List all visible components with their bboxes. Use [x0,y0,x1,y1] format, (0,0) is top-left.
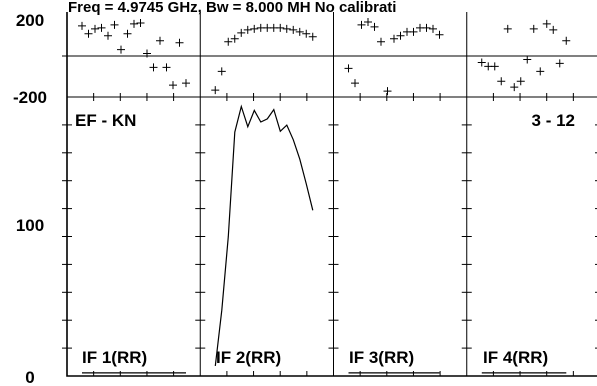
phase-point [149,63,158,72]
phase-point [510,83,519,92]
phase-point [503,24,512,33]
phase-point [130,19,138,28]
phase-point [276,23,285,32]
phase-ytick-label-top: 200 [16,11,44,30]
phase-point [364,17,372,26]
phase-point [529,24,538,33]
phase-point [549,25,558,34]
plot-border [66,12,597,377]
baseline-label: EF - KN [75,111,136,130]
phase-point [143,49,151,58]
phase-point [396,31,405,40]
phase-point [422,23,431,32]
phase-point [97,23,106,32]
phase-point [390,34,398,43]
phase-point [409,27,418,36]
phase-point [84,29,93,38]
phase-point [110,20,119,29]
phase-point [217,67,226,76]
phase-point [536,67,545,76]
phase-point [523,55,532,64]
phase-point [162,63,171,72]
data-marks [78,17,571,374]
phase-point [156,36,164,45]
phase-point [555,59,564,68]
phase-point [289,25,298,34]
phase-point [230,34,239,43]
scan-range-label: 3 - 12 [532,111,575,130]
phase-point [211,86,220,95]
amp-ytick-label-100: 100 [16,216,44,235]
phase-point [477,58,486,67]
phase-point [123,29,132,38]
phase-point [490,62,499,71]
phase-point [282,24,291,33]
phase-point [370,22,379,31]
phase-point [243,25,252,34]
phase-ytick-label-bottom: -200 [13,88,47,107]
phase-point [351,79,359,88]
phase-point [357,20,366,29]
phase-point [250,24,259,33]
phase-point [169,81,177,90]
phase-point [295,27,304,36]
phase-point [383,87,392,96]
phase-point [182,79,190,88]
phase-point [308,32,317,41]
panel-label-if3: IF 3(RR) [349,348,414,367]
panel-label-if1: IF 1(RR) [82,348,147,367]
phase-point [516,77,525,86]
phase-point [237,28,246,37]
chart-title: Freq = 4.9745 GHz, Bw = 8.000 MH No cali… [68,0,396,16]
amplitude-line-2 [214,104,314,366]
amp-ytick-label-0: 0 [25,368,34,386]
phase-point [91,24,99,33]
phase-point [429,24,437,33]
phase-point [117,45,125,54]
panel-label-if4: IF 4(RR) [483,348,548,367]
phase-point [136,18,145,27]
phase-point [104,31,112,40]
panel-frames [66,12,597,377]
phase-point [542,19,551,28]
phase-point [562,36,571,45]
phase-point [377,37,385,46]
phase-point [78,21,86,30]
phase-point [175,38,184,47]
phase-point [224,37,233,46]
panel-label-if2: IF 2(RR) [216,348,281,367]
axis-ticks [62,55,597,376]
phase-point [302,29,311,38]
phase-point [435,30,444,39]
phase-point [344,64,353,73]
phase-point [497,77,506,86]
